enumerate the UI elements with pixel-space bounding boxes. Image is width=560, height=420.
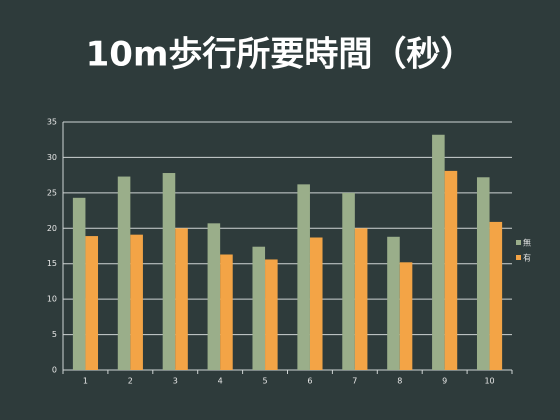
y-tick-label: 35 — [47, 118, 57, 127]
bar — [399, 262, 413, 370]
bar — [207, 223, 221, 370]
x-tick-label: 4 — [218, 377, 223, 386]
bar — [220, 254, 233, 370]
bar — [175, 228, 188, 370]
x-tick-label: 1 — [83, 377, 88, 386]
legend-label: 無 — [523, 238, 531, 248]
bar — [309, 237, 323, 370]
y-tick-label: 5 — [52, 330, 57, 339]
x-tick-label: 10 — [484, 377, 494, 386]
x-tick-label: 2 — [128, 377, 133, 386]
bar — [489, 221, 503, 370]
y-tick-label: 30 — [47, 153, 57, 162]
legend-swatch — [516, 240, 521, 245]
bar — [72, 197, 86, 370]
x-tick-label: 6 — [307, 377, 312, 386]
legend-label: 有 — [523, 253, 531, 263]
bar — [130, 234, 143, 370]
y-tick-label: 10 — [47, 295, 57, 304]
legend-swatch — [516, 255, 521, 260]
bar — [162, 173, 176, 370]
y-tick-label: 0 — [52, 366, 57, 375]
bar — [444, 170, 458, 370]
bar — [354, 228, 368, 370]
y-tick-label: 25 — [47, 188, 57, 197]
x-tick-label: 9 — [442, 377, 447, 386]
x-tick-label: 3 — [173, 377, 178, 386]
bar — [476, 177, 490, 370]
bar — [342, 192, 355, 370]
x-tick-label: 5 — [263, 377, 268, 386]
bar — [265, 259, 278, 370]
bar — [387, 236, 400, 370]
bar — [117, 176, 131, 370]
bar — [432, 134, 445, 370]
x-tick-label: 7 — [352, 377, 357, 386]
y-tick-label: 15 — [47, 259, 57, 268]
bar — [252, 246, 266, 370]
chart-title: 10m歩行所要時間（秒） — [86, 35, 475, 75]
bar — [85, 236, 99, 370]
y-tick-label: 20 — [47, 224, 57, 233]
x-tick-label: 8 — [397, 377, 402, 386]
bar — [297, 184, 310, 370]
